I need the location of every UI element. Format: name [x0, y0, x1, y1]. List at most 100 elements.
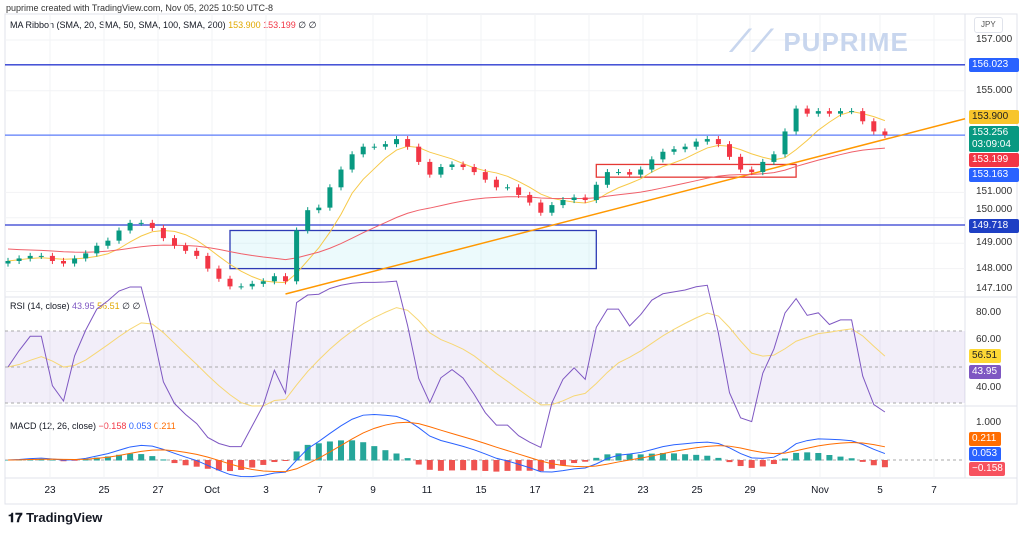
macd-histogram-bar: [116, 454, 122, 461]
credit-text: puprime created with TradingView.com, No…: [6, 3, 273, 13]
last-price-label: 153.256 03:09:04: [969, 126, 1019, 152]
macd-histogram-bar: [71, 460, 78, 461]
macd-histogram-bar: [93, 457, 100, 461]
macd-histogram-bar: [626, 454, 633, 461]
ma-fast-value: 153.900: [228, 20, 261, 30]
puprime-watermark: ⟋⟋ PUPRIME: [730, 25, 909, 58]
macd-histogram-bar: [249, 460, 256, 468]
macd-histogram-bar: [560, 460, 566, 466]
candle-body: [760, 161, 766, 173]
x-tick: Oct: [204, 485, 220, 496]
rsi-tick: 60.00: [976, 334, 1002, 345]
candle-body: [793, 108, 799, 132]
macd-histogram-bar: [171, 460, 178, 464]
macd-histogram-bar: [737, 460, 744, 467]
candle-body: [771, 154, 777, 162]
candle-body: [382, 144, 388, 147]
candle-body: [216, 268, 222, 279]
candle-body: [260, 281, 266, 284]
candle-body: [283, 276, 288, 282]
macd-histogram-bar: [493, 460, 500, 472]
macd-histogram-bar: [204, 460, 211, 469]
candle-body: [671, 149, 677, 152]
ma-legend[interactable]: MA Ribbon (SMA, 20, SMA, 50, SMA, 100, S…: [10, 20, 316, 31]
candle-body: [316, 207, 322, 211]
chart-frame: [4, 13, 1018, 505]
macd-histogram-bar: [360, 442, 367, 461]
candle-body: [371, 146, 377, 148]
macd-histogram-bar: [238, 460, 245, 470]
currency-button[interactable]: JPY: [974, 17, 1003, 33]
macd-hist-label: −0.158: [969, 462, 1005, 476]
rsi-ma-line: [7, 307, 886, 407]
rsi-value: 43.95: [72, 301, 95, 311]
candle-body: [38, 255, 44, 257]
macd-histogram-bar: [449, 460, 455, 471]
macd-histogram-bar: [548, 460, 555, 469]
macd-histogram-bar: [326, 441, 333, 461]
tradingview-logo[interactable]: 𝟏𝟕 TradingView: [8, 510, 103, 525]
macd-histogram-bar: [193, 460, 200, 467]
candle-body: [871, 121, 877, 132]
macd-histogram-bar: [460, 460, 467, 471]
macd-histogram-bar: [437, 460, 444, 471]
candle-body: [238, 286, 244, 288]
ma-slow-label: 153.199: [969, 153, 1019, 167]
macd-legend[interactable]: MACD (12, 26, close) −0.158 0.053 0.211: [10, 421, 176, 431]
macd-histogram-bar: [859, 460, 866, 462]
candle-body: [704, 139, 710, 142]
macd-histogram-bar: [5, 460, 11, 461]
candle-body: [838, 111, 843, 114]
macd-signal-line: [7, 421, 885, 473]
candle-body: [438, 167, 444, 175]
macd-histogram-bar: [782, 458, 788, 461]
tradingview-icon: 𝟏𝟕: [8, 510, 27, 525]
macd-histogram-bar: [149, 456, 156, 461]
zone-box: [595, 163, 797, 178]
candle-body: [660, 151, 666, 160]
rsi-legend[interactable]: RSI (14, close) 43.95 56.51 ∅ ∅: [10, 301, 140, 312]
candle-body: [804, 108, 810, 114]
macd-histogram-bar: [682, 454, 689, 461]
macd-histogram-bar: [571, 460, 578, 464]
rsi-empty-values: ∅ ∅: [122, 301, 141, 311]
macd-histogram-bar: [138, 454, 145, 461]
x-tick: 9: [370, 485, 376, 496]
candle-body: [194, 250, 200, 256]
candle-body: [460, 164, 466, 167]
macd-histogram-bar: [304, 444, 311, 461]
macd-histogram-bar: [471, 460, 478, 471]
candle-body: [682, 146, 688, 150]
macd-histogram-bar: [426, 460, 433, 470]
candle-body: [249, 283, 255, 287]
candle-body: [849, 111, 855, 113]
ma-slow-value: 153.199: [263, 20, 296, 30]
candle-body: [582, 197, 588, 201]
candle-body: [738, 156, 744, 170]
macd-histogram-bar: [260, 460, 267, 465]
ma-legend-title: MA Ribbon (SMA, 20, SMA, 50, SMA, 100, S…: [10, 20, 226, 30]
price-tick: 157.000: [976, 34, 1013, 45]
macd-histogram-bar: [748, 460, 755, 468]
candle-body: [338, 169, 344, 188]
x-tick: 15: [475, 485, 487, 496]
candle-body: [782, 131, 788, 155]
candle-body: [116, 230, 122, 241]
price-tick: 151.000: [976, 186, 1013, 197]
macd-histogram-bar: [726, 460, 733, 463]
macd-histogram-bar: [526, 460, 533, 471]
candle-body: [493, 179, 499, 188]
candle-body: [61, 260, 66, 264]
macd-histogram-bar: [49, 459, 56, 461]
candle-body: [449, 164, 455, 167]
candle-body: [616, 172, 621, 174]
candle-body: [94, 245, 100, 254]
macd-histogram-bar: [382, 450, 389, 461]
candle-body: [560, 200, 566, 206]
price-tick: 155.000: [976, 85, 1013, 96]
macd-histogram-bar: [482, 460, 489, 471]
candle-body: [627, 172, 633, 175]
rsi-label: 43.95: [969, 365, 1001, 379]
macd-histogram-bar: [604, 454, 611, 461]
